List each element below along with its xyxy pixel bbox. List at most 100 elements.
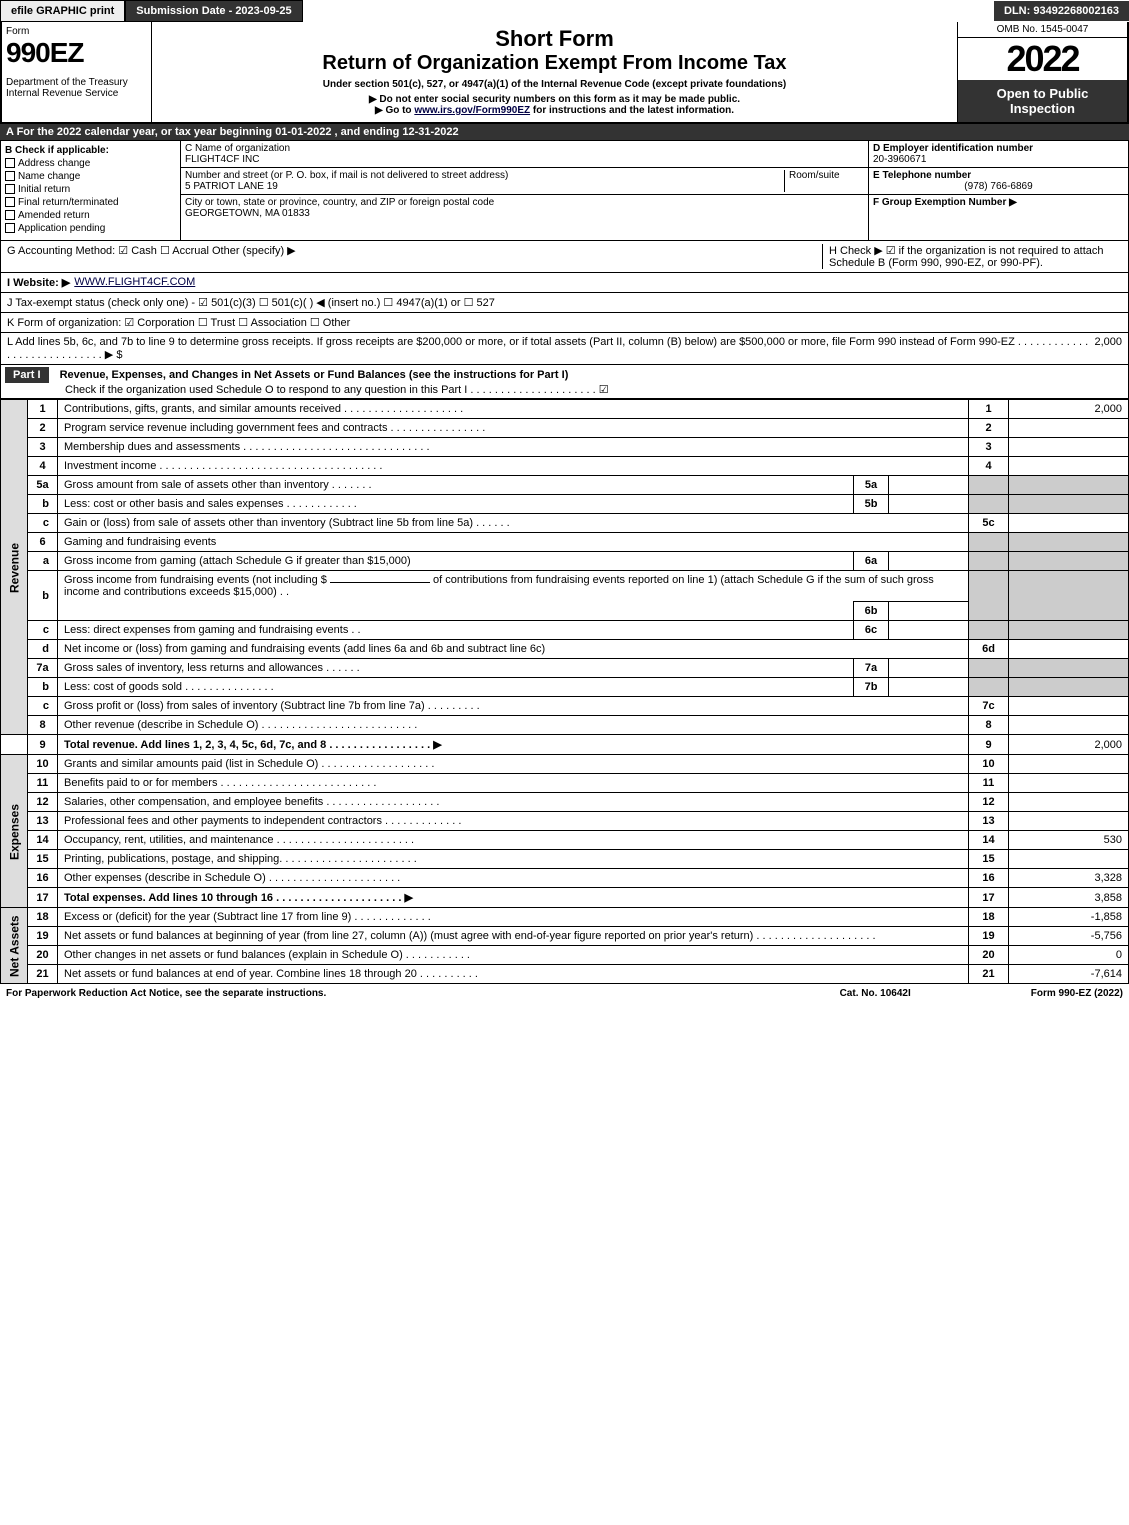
check-address-change[interactable]: Address change [5, 158, 176, 169]
org-name-value: FLIGHT4CF INC [185, 154, 864, 165]
line-9-desc: Total revenue. Add lines 1, 2, 3, 4, 5c,… [64, 739, 442, 751]
table-row: 19 Net assets or fund balances at beginn… [1, 927, 1129, 946]
ein-cell: D Employer identification number 20-3960… [869, 141, 1128, 168]
table-row: c Less: direct expenses from gaming and … [1, 621, 1129, 640]
table-row: 13 Professional fees and other payments … [1, 812, 1129, 831]
check-application-pending[interactable]: Application pending [5, 223, 176, 234]
table-row: c Gross profit or (loss) from sales of i… [1, 697, 1129, 716]
table-row: d Net income or (loss) from gaming and f… [1, 640, 1129, 659]
city-cell: City or town, state or province, country… [181, 195, 868, 221]
table-row: 15 Printing, publications, postage, and … [1, 850, 1129, 869]
efile-print-button[interactable]: efile GRAPHIC print [0, 0, 125, 22]
table-row: 3 Membership dues and assessments . . . … [1, 438, 1129, 457]
lines-table: Revenue 1 Contributions, gifts, grants, … [0, 399, 1129, 984]
website-link[interactable]: WWW.FLIGHT4CF.COM [74, 276, 195, 289]
box-g: G Accounting Method: ☑ Cash ☐ Accrual Ot… [7, 244, 822, 269]
short-form-title: Short Form [156, 26, 953, 52]
footer-right: Form 990-EZ (2022) [1031, 988, 1123, 999]
table-row: 17 Total expenses. Add lines 10 through … [1, 888, 1129, 908]
table-row: 20 Other changes in net assets or fund b… [1, 946, 1129, 965]
box-l-text: L Add lines 5b, 6c, and 7b to line 9 to … [7, 336, 1090, 361]
form-id-block: Form 990EZ Department of the Treasury In… [2, 22, 152, 122]
row-l: L Add lines 5b, 6c, and 7b to line 9 to … [0, 333, 1129, 365]
revenue-vlabel: Revenue [1, 400, 28, 735]
line-17-desc: Total expenses. Add lines 10 through 16 … [64, 892, 413, 904]
irs-link[interactable]: www.irs.gov/Form990EZ [414, 105, 530, 116]
tax-year: 2022 [958, 38, 1127, 80]
org-name-cell: C Name of organization FLIGHT4CF INC [181, 141, 868, 168]
subtitle: Under section 501(c), 527, or 4947(a)(1)… [156, 79, 953, 90]
table-row: 2 Program service revenue including gove… [1, 419, 1129, 438]
footer-left: For Paperwork Reduction Act Notice, see … [6, 988, 326, 999]
form-number: 990EZ [6, 37, 147, 69]
table-row: b Less: cost of goods sold . . . . . . .… [1, 678, 1129, 697]
phone-cell: E Telephone number (978) 766-6869 [869, 168, 1128, 195]
part-1-header: Part I Revenue, Expenses, and Changes in… [0, 365, 1129, 399]
top-bar: efile GRAPHIC print Submission Date - 20… [0, 0, 1129, 22]
website-label: I Website: ▶ [7, 276, 70, 289]
box-l-value: 2,000 [1094, 336, 1122, 361]
netassets-vlabel: Net Assets [1, 908, 28, 984]
form-label: Form [6, 26, 147, 37]
section-a-row: A For the 2022 calendar year, or tax yea… [0, 124, 1129, 140]
instruction-ssn: ▶ Do not enter social security numbers o… [156, 94, 953, 105]
table-row: Expenses 10 Grants and similar amounts p… [1, 755, 1129, 774]
submission-date-button[interactable]: Submission Date - 2023-09-25 [125, 0, 302, 22]
box-h-text: H Check ▶ ☑ if the organization is not r… [829, 245, 1104, 269]
table-row: 4 Investment income . . . . . . . . . . … [1, 457, 1129, 476]
address-cell: Number and street (or P. O. box, if mail… [181, 168, 868, 195]
check-final-return[interactable]: Final return/terminated [5, 197, 176, 208]
table-row: Revenue 1 Contributions, gifts, grants, … [1, 400, 1129, 419]
part-1-label: Part I [5, 367, 49, 383]
dln-label: DLN: 93492268002163 [994, 1, 1129, 21]
table-row: Net Assets 18 Excess or (deficit) for th… [1, 908, 1129, 927]
table-row: b Gross income from fundraising events (… [1, 571, 1129, 602]
omb-number: OMB No. 1545-0047 [958, 22, 1127, 38]
row-k: K Form of organization: ☑ Corporation ☐ … [0, 313, 1129, 333]
check-amended-return[interactable]: Amended return [5, 210, 176, 221]
ein-value: 20-3960671 [873, 154, 926, 165]
table-row: 11 Benefits paid to or for members . . .… [1, 774, 1129, 793]
city-label: City or town, state or province, country… [185, 197, 864, 208]
check-initial-return[interactable]: Initial return [5, 184, 176, 195]
phone-value: (978) 766-6869 [873, 181, 1124, 192]
box-b: B Check if applicable: Address change Na… [1, 141, 181, 240]
instr-prefix: ▶ Go to [375, 105, 414, 116]
instr-suffix: for instructions and the latest informat… [530, 105, 734, 116]
group-exemption-label: F Group Exemption Number ▶ [873, 197, 1017, 208]
page-footer: For Paperwork Reduction Act Notice, see … [0, 984, 1129, 1003]
inspection-badge: Open to Public Inspection [958, 80, 1127, 122]
table-row: 12 Salaries, other compensation, and emp… [1, 793, 1129, 812]
table-row: 16 Other expenses (describe in Schedule … [1, 869, 1129, 888]
row-g-h: G Accounting Method: ☑ Cash ☐ Accrual Ot… [0, 241, 1129, 273]
table-row: 14 Occupancy, rent, utilities, and maint… [1, 831, 1129, 850]
group-exemption-cell: F Group Exemption Number ▶ [869, 195, 1128, 210]
box-c: C Name of organization FLIGHT4CF INC Num… [181, 141, 868, 240]
box-d-e-f: D Employer identification number 20-3960… [868, 141, 1128, 240]
line-6b-text-1: Gross income from fundraising events (no… [64, 574, 327, 586]
table-row: a Gross income from gaming (attach Sched… [1, 552, 1129, 571]
phone-label: E Telephone number [873, 170, 971, 181]
main-title: Return of Organization Exempt From Incom… [156, 52, 953, 75]
city-value: GEORGETOWN, MA 01833 [185, 208, 864, 219]
ein-label: D Employer identification number [873, 143, 1033, 154]
address-value: 5 PATRIOT LANE 19 [185, 181, 784, 192]
instruction-link: ▶ Go to www.irs.gov/Form990EZ for instru… [156, 105, 953, 116]
department-label: Department of the Treasury Internal Reve… [6, 77, 147, 99]
table-row: 8 Other revenue (describe in Schedule O)… [1, 716, 1129, 735]
form-header: Form 990EZ Department of the Treasury In… [0, 22, 1129, 124]
table-row: 21 Net assets or fund balances at end of… [1, 965, 1129, 984]
row-i: I Website: ▶ WWW.FLIGHT4CF.COM [0, 273, 1129, 293]
table-row: 9 Total revenue. Add lines 1, 2, 3, 4, 5… [1, 735, 1129, 755]
table-row: 7a Gross sales of inventory, less return… [1, 659, 1129, 678]
check-name-change[interactable]: Name change [5, 171, 176, 182]
expenses-vlabel: Expenses [1, 755, 28, 908]
year-block: OMB No. 1545-0047 2022 Open to Public In… [957, 22, 1127, 122]
row-j: J Tax-exempt status (check only one) - ☑… [0, 293, 1129, 313]
table-row: 6b [1, 602, 1129, 621]
address-label: Number and street (or P. O. box, if mail… [185, 170, 784, 181]
table-row: 6 Gaming and fundraising events [1, 533, 1129, 552]
box-b-title: B Check if applicable: [5, 145, 176, 156]
info-grid: B Check if applicable: Address change Na… [0, 140, 1129, 241]
table-row: b Less: cost or other basis and sales ex… [1, 495, 1129, 514]
